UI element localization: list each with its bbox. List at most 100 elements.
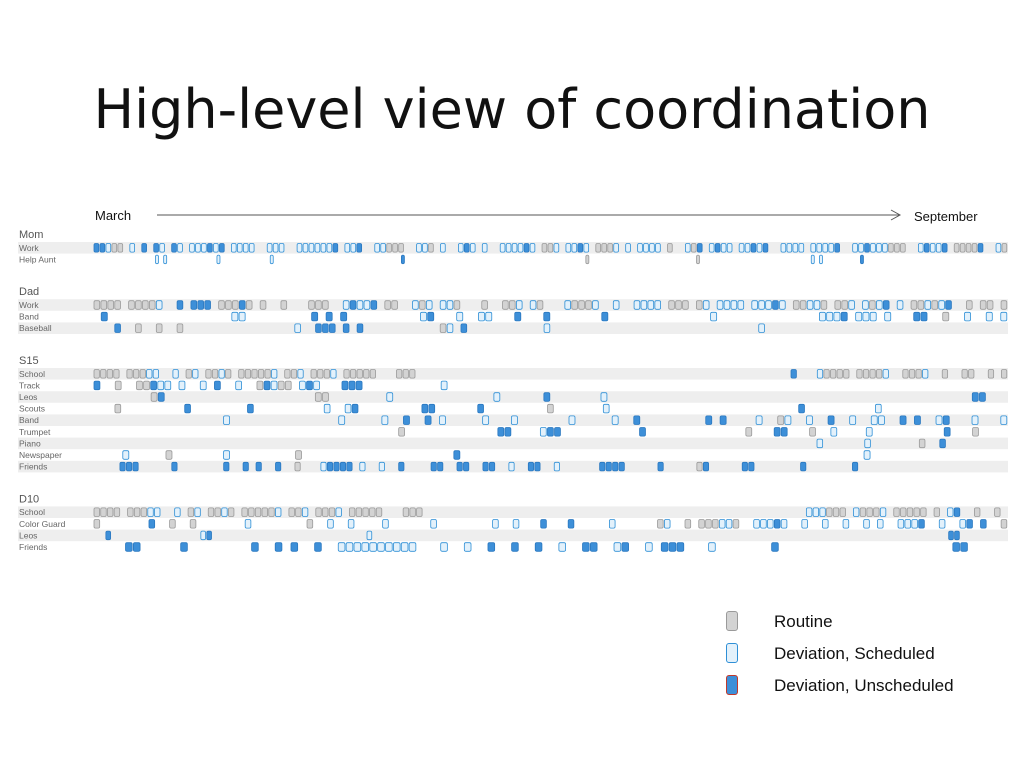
row-dad-work: Work bbox=[18, 299, 1008, 311]
routine-mark bbox=[974, 507, 981, 517]
unscheduled-deviation-mark bbox=[741, 461, 748, 472]
scheduled-deviation-mark bbox=[163, 254, 168, 265]
routine-mark bbox=[136, 380, 143, 391]
scheduled-deviation-mark bbox=[875, 403, 882, 414]
scheduled-deviation-mark bbox=[147, 507, 154, 517]
routine-mark bbox=[873, 507, 880, 517]
unscheduled-deviation-mark bbox=[356, 323, 364, 333]
routine-mark bbox=[218, 300, 225, 310]
scheduled-deviation-mark bbox=[400, 542, 409, 552]
unscheduled-deviation-mark bbox=[577, 243, 584, 253]
unscheduled-deviation-mark bbox=[430, 461, 437, 472]
routine-mark bbox=[127, 507, 134, 517]
routine-mark bbox=[207, 507, 215, 517]
routine-mark bbox=[900, 507, 907, 517]
scheduled-deviation-mark bbox=[385, 542, 393, 552]
scheduled-deviation-mark bbox=[971, 415, 979, 425]
scheduled-deviation-mark bbox=[244, 519, 252, 529]
routine-mark bbox=[777, 415, 785, 425]
unscheduled-deviation-mark bbox=[99, 243, 106, 253]
routine-mark bbox=[933, 507, 940, 517]
routine-mark bbox=[698, 519, 705, 529]
unscheduled-deviation-mark bbox=[920, 311, 928, 322]
scheduled-deviation-mark bbox=[985, 311, 993, 322]
unscheduled-deviation-mark bbox=[171, 461, 178, 472]
scheduled-deviation-mark bbox=[105, 243, 112, 253]
routine-mark bbox=[126, 369, 133, 379]
unscheduled-deviation-mark bbox=[171, 243, 177, 253]
routine-mark bbox=[322, 392, 329, 402]
scheduled-deviation-mark bbox=[647, 300, 655, 310]
scheduled-deviation-mark bbox=[194, 507, 201, 517]
routine-mark bbox=[809, 427, 816, 437]
routine-mark bbox=[843, 369, 850, 379]
scheduled-deviation-mark bbox=[896, 300, 904, 310]
routine-mark bbox=[979, 300, 987, 310]
group-label-d10: D10 bbox=[19, 493, 39, 505]
scheduled-deviation-mark bbox=[440, 243, 446, 253]
routine-mark bbox=[350, 369, 357, 379]
scheduled-deviation-mark bbox=[369, 542, 377, 552]
scheduled-deviation-mark bbox=[583, 243, 590, 253]
routine-mark bbox=[894, 243, 900, 253]
row-label: Work bbox=[19, 243, 39, 253]
routine-mark bbox=[915, 369, 922, 379]
unscheduled-deviation-mark bbox=[582, 542, 590, 552]
scheduled-deviation-mark bbox=[640, 300, 648, 310]
routine-mark bbox=[114, 403, 122, 414]
routine-mark bbox=[100, 369, 107, 379]
scheduled-deviation-mark bbox=[152, 369, 159, 379]
routine-mark bbox=[585, 300, 592, 310]
scheduled-deviation-mark bbox=[299, 380, 306, 391]
unscheduled-deviation-mark bbox=[487, 542, 496, 552]
scheduled-deviation-mark bbox=[810, 254, 815, 265]
routine-mark bbox=[859, 507, 867, 517]
scheduled-deviation-mark bbox=[720, 243, 727, 253]
routine-mark bbox=[987, 369, 995, 379]
routine-mark bbox=[971, 243, 978, 253]
scheduled-deviation-mark bbox=[852, 243, 858, 253]
legend-swatch-unscheduled bbox=[726, 675, 738, 695]
routine-mark bbox=[259, 300, 267, 310]
scheduled-deviation-mark bbox=[904, 519, 911, 529]
routine-mark bbox=[315, 507, 322, 517]
legend-swatch-routine bbox=[726, 611, 738, 631]
row-dad-band: Band bbox=[19, 311, 1008, 322]
routine-mark bbox=[314, 392, 322, 402]
unscheduled-deviation-mark bbox=[918, 519, 925, 529]
unscheduled-deviation-mark bbox=[948, 530, 954, 541]
legend-label-routine: Routine bbox=[774, 612, 833, 631]
routine-mark bbox=[607, 243, 613, 253]
routine-mark bbox=[238, 369, 245, 379]
scheduled-deviation-mark bbox=[345, 542, 354, 552]
scheduled-deviation-mark bbox=[853, 507, 860, 517]
scheduled-deviation-mark bbox=[382, 519, 389, 529]
unscheduled-deviation-mark bbox=[341, 380, 349, 391]
unscheduled-deviation-mark bbox=[100, 311, 108, 322]
row-mom-help-aunt: Help Aunt bbox=[19, 254, 864, 265]
routine-mark bbox=[908, 369, 916, 379]
unscheduled-deviation-mark bbox=[497, 427, 505, 437]
unscheduled-deviation-mark bbox=[255, 461, 262, 472]
row-s15-newspaper: Newspaper bbox=[19, 450, 871, 460]
routine-mark bbox=[571, 300, 578, 310]
unscheduled-deviation-mark bbox=[251, 542, 259, 552]
routine-mark bbox=[668, 300, 675, 310]
routine-mark bbox=[294, 461, 301, 472]
scheduled-deviation-mark bbox=[917, 243, 924, 253]
unscheduled-deviation-mark bbox=[463, 243, 470, 253]
routine-mark bbox=[1001, 243, 1008, 253]
row-label: Trumpet bbox=[19, 427, 51, 437]
unscheduled-deviation-mark bbox=[882, 300, 890, 310]
routine-mark bbox=[862, 369, 870, 379]
unscheduled-deviation-mark bbox=[660, 542, 669, 552]
scheduled-deviation-mark bbox=[716, 300, 724, 310]
routine-mark bbox=[362, 507, 369, 517]
unscheduled-deviation-mark bbox=[798, 403, 805, 414]
unscheduled-deviation-mark bbox=[639, 427, 646, 437]
unscheduled-deviation-mark bbox=[941, 243, 948, 253]
unscheduled-deviation-mark bbox=[945, 300, 952, 310]
scheduled-deviation-mark bbox=[164, 380, 172, 391]
scheduled-deviation-mark bbox=[924, 300, 932, 310]
scheduled-deviation-mark bbox=[492, 519, 499, 529]
